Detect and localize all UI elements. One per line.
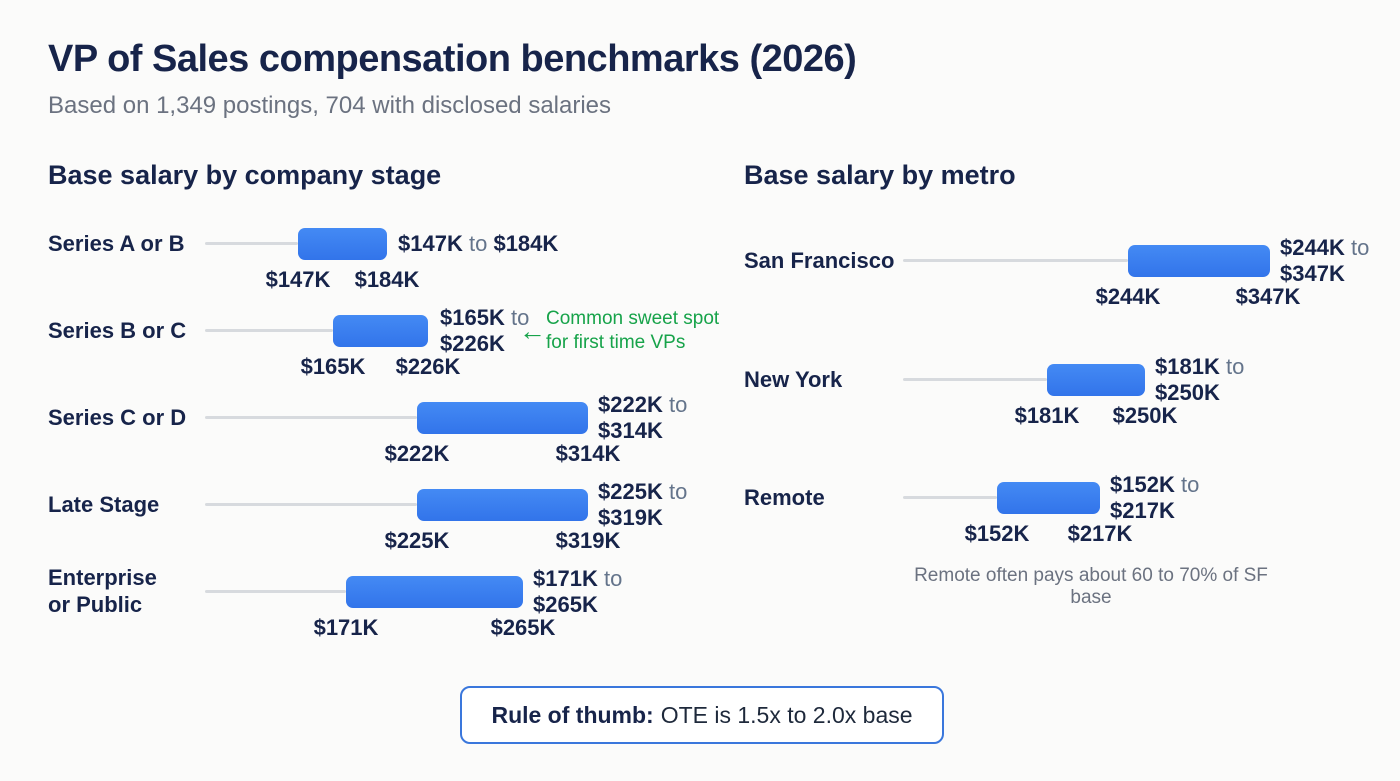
tick-label-min: $171K bbox=[313, 615, 379, 640]
tick-label-max: $319K bbox=[555, 528, 621, 553]
stage-chart-title: Base salary by company stage bbox=[48, 160, 442, 190]
rule-of-thumb-callout: Rule of thumb: OTE is 1.5x to 2.0x base bbox=[460, 686, 944, 744]
leader-line bbox=[205, 242, 298, 245]
range-bar bbox=[417, 489, 588, 521]
leader-line bbox=[205, 503, 417, 506]
range-to-word: to bbox=[1350, 235, 1370, 260]
range-bar bbox=[997, 482, 1100, 514]
range-label: $244K to $347K bbox=[1280, 235, 1369, 287]
range-bar bbox=[1047, 364, 1145, 396]
range-to-word: to bbox=[603, 566, 623, 591]
row-label: Late Stage bbox=[48, 492, 160, 517]
tick-label-min: $222K bbox=[384, 441, 450, 466]
rule-of-thumb-text: OTE is 1.5x to 2.0x base bbox=[660, 701, 913, 728]
range-min: $222K bbox=[598, 392, 663, 417]
annotation-line-1: Common sweet spot bbox=[546, 308, 720, 329]
range-label: $147K to $184K bbox=[398, 231, 558, 257]
rule-of-thumb-label: Rule of thumb: bbox=[491, 701, 654, 728]
tick-label-max: $226K bbox=[395, 354, 461, 379]
range-max: $250K bbox=[1155, 380, 1220, 405]
range-min: $152K bbox=[1110, 472, 1175, 497]
tick-label-max: $217K bbox=[1067, 521, 1133, 546]
range-bar bbox=[346, 576, 523, 608]
row-label: Series C or D bbox=[48, 405, 187, 430]
left-arrow-icon: ← bbox=[519, 316, 546, 346]
range-max: $347K bbox=[1280, 261, 1345, 286]
range-min: $244K bbox=[1280, 235, 1345, 260]
row-label: New York bbox=[744, 367, 843, 392]
tick-label-min: $152K bbox=[964, 521, 1030, 546]
range-max: $217K bbox=[1110, 498, 1175, 523]
tick-label-max: $265K bbox=[490, 615, 556, 640]
tick-label-min: $244K bbox=[1095, 284, 1161, 309]
tick-label-max: $250K bbox=[1112, 403, 1178, 428]
tick-label-min: $225K bbox=[384, 528, 450, 553]
range-min: $165K bbox=[440, 305, 505, 330]
leader-line bbox=[205, 329, 333, 332]
row-label: Remote bbox=[744, 485, 825, 510]
range-to-word: to bbox=[668, 479, 688, 504]
range-label: $171K to $265K bbox=[533, 566, 622, 618]
range-to-word: to bbox=[668, 392, 688, 417]
leader-line bbox=[903, 496, 997, 499]
range-label: $181K to $250K bbox=[1155, 354, 1244, 406]
range-to-word: to bbox=[1225, 354, 1245, 379]
row-label: Enterprise or Public bbox=[48, 565, 157, 617]
range-bar bbox=[417, 402, 588, 434]
range-min: $225K bbox=[598, 479, 663, 504]
tick-label-min: $181K bbox=[1014, 403, 1080, 428]
page-subtitle: Based on 1,349 postings, 704 with disclo… bbox=[48, 92, 612, 119]
range-to-word: to bbox=[468, 231, 488, 256]
range-bar bbox=[333, 315, 428, 347]
range-min: $171K bbox=[533, 566, 598, 591]
tick-label-min: $147K bbox=[265, 267, 331, 292]
leader-line bbox=[205, 416, 417, 419]
row-label: Series B or C bbox=[48, 318, 187, 343]
range-bar bbox=[298, 228, 387, 260]
tick-label-max: $314K bbox=[555, 441, 621, 466]
range-max: $314K bbox=[598, 418, 663, 443]
tick-label-max: $347K bbox=[1235, 284, 1301, 309]
range-min: $181K bbox=[1155, 354, 1220, 379]
leader-line bbox=[903, 378, 1047, 381]
range-max: $319K bbox=[598, 505, 663, 530]
metro-chart-title: Base salary by metro bbox=[744, 160, 1016, 190]
tick-label-min: $165K bbox=[300, 354, 366, 379]
range-max: $226K bbox=[440, 331, 505, 356]
range-min: $147K bbox=[398, 231, 463, 256]
range-label: $222K to $314K bbox=[598, 392, 687, 444]
range-max: $184K bbox=[493, 231, 559, 256]
remote-note: Remote often pays about 60 to 70% of SF … bbox=[914, 565, 1268, 608]
page-title: VP of Sales compensation benchmarks (202… bbox=[48, 38, 857, 80]
row-label: San Francisco bbox=[744, 248, 895, 273]
leader-line bbox=[205, 590, 346, 593]
range-to-word: to bbox=[1180, 472, 1200, 497]
range-label: $165K to $226K bbox=[440, 305, 529, 357]
annotation-line-2: for first time VPs bbox=[546, 332, 686, 353]
tick-label-max: $184K bbox=[354, 267, 420, 292]
range-bar bbox=[1128, 245, 1270, 277]
range-max: $265K bbox=[533, 592, 598, 617]
row-label: Series A or B bbox=[48, 231, 185, 256]
range-to-word: to bbox=[510, 305, 530, 330]
range-label: $152K to $217K bbox=[1110, 472, 1199, 524]
leader-line bbox=[903, 259, 1128, 262]
range-label: $225K to $319K bbox=[598, 479, 687, 531]
